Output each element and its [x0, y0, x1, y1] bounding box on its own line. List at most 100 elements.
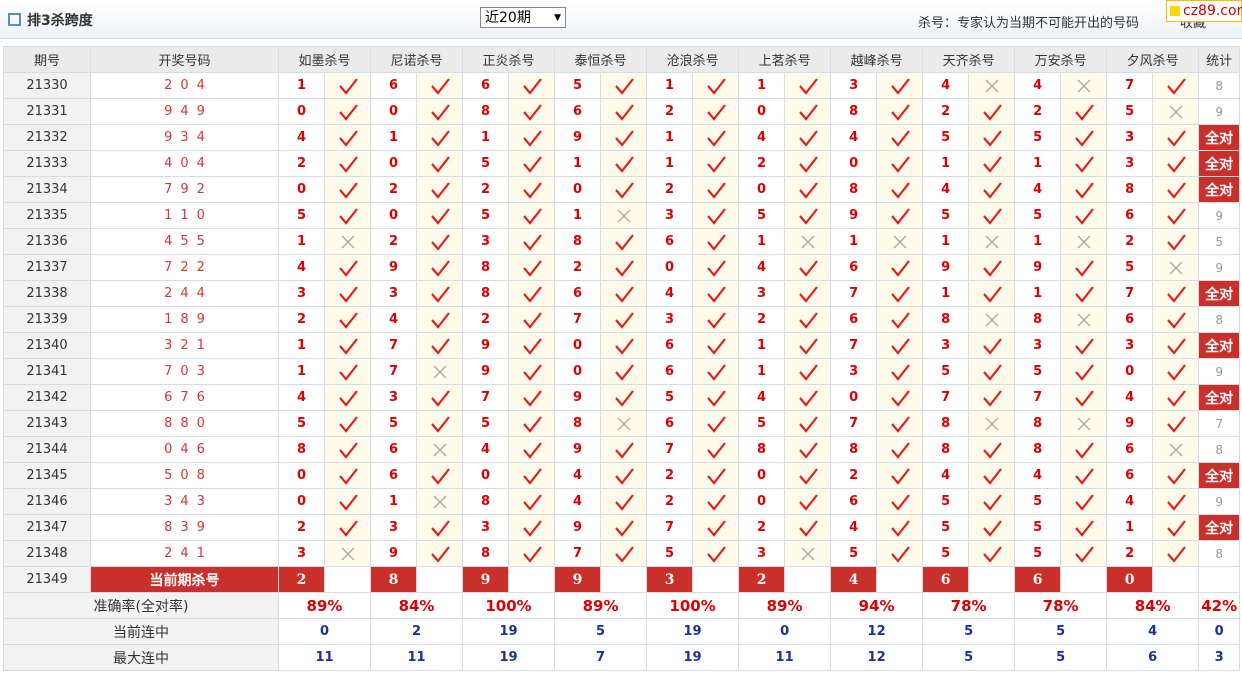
hit-mark	[323, 124, 372, 151]
draw-digit: 9	[196, 104, 205, 119]
kill-number: 4	[1014, 462, 1062, 489]
check-icon	[1166, 285, 1186, 303]
cross-icon	[1077, 417, 1091, 430]
check-icon	[798, 415, 818, 433]
check-icon	[522, 311, 542, 329]
summary-value: 89%	[277, 592, 372, 619]
stat: 全对	[1198, 280, 1241, 307]
data-row: 21343 8 8 0 5 5 5 8 6 5 7 8 8 9 7	[3, 410, 1241, 437]
kill-number: 0	[554, 176, 602, 203]
hit-mark	[784, 150, 832, 177]
check-icon	[798, 337, 818, 355]
kill-number: 9	[462, 332, 510, 359]
check-icon	[338, 493, 358, 511]
check-icon	[614, 129, 634, 147]
hit-mark	[968, 176, 1016, 203]
summary-value: 2	[370, 618, 464, 645]
hit-mark	[968, 202, 1016, 229]
check-icon	[982, 129, 1002, 147]
hit-mark	[600, 514, 648, 541]
kill-number: 5	[738, 410, 786, 437]
check-icon	[982, 181, 1002, 199]
period: 21345	[3, 462, 91, 489]
current-kill: 9	[554, 566, 602, 593]
kill-number: 3	[830, 358, 878, 385]
cross-icon	[1077, 79, 1091, 92]
hit-mark	[416, 540, 464, 567]
draw-digit: 8	[180, 416, 189, 431]
hit-mark	[508, 410, 556, 437]
data-row: 21340 3 2 1 1 7 9 0 6 1 7 3 3 3 全对	[3, 332, 1241, 359]
hit-mark	[600, 332, 648, 359]
kill-number: 0	[278, 462, 325, 489]
stat: 8	[1198, 72, 1241, 99]
check-icon	[338, 77, 358, 95]
check-icon	[614, 259, 634, 277]
kill-number: 0	[1106, 358, 1154, 385]
check-icon	[1074, 285, 1094, 303]
period: 21348	[3, 540, 91, 567]
hit-mark	[876, 462, 924, 489]
hit-mark	[876, 202, 924, 229]
summary-value: 19	[462, 618, 556, 645]
check-icon	[1166, 207, 1186, 225]
cross-icon	[617, 417, 631, 430]
check-icon	[1074, 207, 1094, 225]
kill-number: 5	[370, 410, 418, 437]
hit-mark	[416, 384, 464, 411]
hit-mark	[876, 410, 924, 437]
check-icon	[1166, 311, 1186, 329]
hit-mark	[323, 410, 372, 437]
stat: 9	[1198, 358, 1241, 385]
hit-mark	[323, 384, 372, 411]
cross-icon	[985, 313, 999, 326]
check-icon	[614, 311, 634, 329]
kill-number: 3	[462, 514, 510, 541]
hit-mark	[416, 176, 464, 203]
stat: 全对	[1198, 176, 1241, 203]
kill-number: 0	[462, 462, 510, 489]
empty-cell	[508, 566, 556, 593]
check-icon	[430, 337, 450, 355]
cross-icon	[1077, 313, 1091, 326]
kill-number: 2	[1014, 98, 1062, 125]
check-icon	[430, 77, 450, 95]
draw-digit: 2	[180, 338, 189, 353]
check-icon	[1074, 259, 1094, 277]
kill-number: 1	[1014, 280, 1062, 307]
hit-mark	[784, 280, 832, 307]
kill-number: 0	[738, 98, 786, 125]
hit-mark	[784, 462, 832, 489]
kill-number: 2	[738, 150, 786, 177]
hit-mark	[784, 384, 832, 411]
hit-mark	[508, 436, 556, 463]
hit-mark	[968, 410, 1016, 437]
draw-digit: 0	[180, 364, 189, 379]
hit-mark	[784, 124, 832, 151]
check-icon	[430, 129, 450, 147]
empty-cell	[784, 566, 832, 593]
draw-digit: 1	[180, 208, 189, 223]
draw-digit: 8	[164, 520, 173, 535]
check-icon	[1074, 519, 1094, 537]
kill-number: 5	[646, 540, 694, 567]
logo[interactable]: cz89.com	[1166, 0, 1242, 22]
draw-digit: 5	[180, 234, 189, 249]
hit-mark	[692, 436, 740, 463]
summary-value: 6	[1106, 644, 1200, 671]
hit-mark	[692, 72, 740, 99]
cross-icon	[985, 79, 999, 92]
draw-digit: 1	[196, 338, 205, 353]
hit-mark	[416, 358, 464, 385]
hit-mark	[1152, 72, 1200, 99]
period-select[interactable]: 近20期	[480, 7, 566, 29]
hit-mark	[323, 462, 372, 489]
kill-number: 4	[830, 124, 878, 151]
draw-digit: 1	[164, 312, 173, 327]
hit-mark	[508, 254, 556, 281]
check-icon	[706, 493, 726, 511]
hit-mark	[876, 332, 924, 359]
hit-mark	[1152, 306, 1200, 333]
